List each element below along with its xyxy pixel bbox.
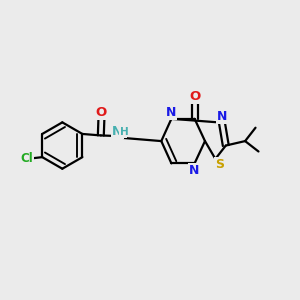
Text: N: N [112,125,123,138]
Text: O: O [189,90,200,103]
Text: N: N [217,110,228,123]
Text: N: N [189,164,199,177]
Text: H: H [120,127,128,136]
Text: S: S [215,158,224,171]
Text: N: N [112,125,122,138]
Text: N: N [166,106,176,119]
Text: O: O [96,106,107,119]
Text: H: H [117,127,126,137]
Text: Cl: Cl [20,152,33,165]
